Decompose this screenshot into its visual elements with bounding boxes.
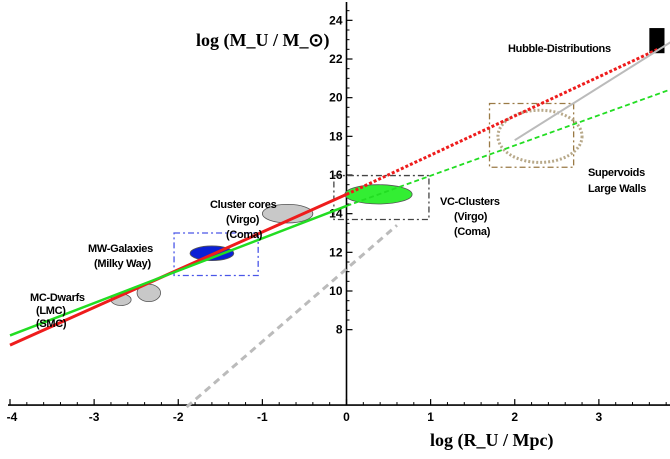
region-label: Supervoids xyxy=(588,167,645,179)
x-tick-label: -3 xyxy=(89,410,100,424)
x-tick-label: 0 xyxy=(343,410,350,424)
region-label: (SMC) xyxy=(36,318,67,330)
y-tick-label: 18 xyxy=(329,129,343,143)
region-label: Large Walls xyxy=(588,183,646,195)
x-axis-title: log (R_U / Mpc) xyxy=(430,430,553,451)
x-tick-label: 2 xyxy=(511,410,518,424)
region-label: (Coma) xyxy=(226,229,263,241)
y-tick-label: 22 xyxy=(329,52,343,66)
y-tick-label: 24 xyxy=(329,13,343,27)
region-label: MC-Dwarfs xyxy=(30,292,85,304)
y-tick-label: 8 xyxy=(336,323,343,337)
y-axis-title: log (M_U / M_⊙) xyxy=(196,30,330,51)
y-tick-label: 12 xyxy=(329,245,343,259)
region-label: (Coma) xyxy=(454,226,491,238)
x-tick-label: -4 xyxy=(7,410,18,424)
x-tick-label: -1 xyxy=(257,410,268,424)
y-tick-label: 20 xyxy=(329,91,343,105)
region-label: (Virgo) xyxy=(226,214,260,226)
region-label: Hubble-Distributions xyxy=(508,43,611,55)
x-tick-label: 1 xyxy=(427,410,434,424)
region-label: (Virgo) xyxy=(454,211,488,223)
region-label: Cluster cores xyxy=(210,199,277,211)
x-tick-label: -2 xyxy=(173,410,184,424)
region-label: (Milky Way) xyxy=(94,258,151,270)
region-label: (LMC) xyxy=(36,305,66,317)
region-label: VC-Clusters xyxy=(440,196,500,208)
y-tick-label: 10 xyxy=(329,284,343,298)
x-tick-label: 3 xyxy=(596,410,603,424)
region-label: MW-Galaxies xyxy=(88,243,153,255)
